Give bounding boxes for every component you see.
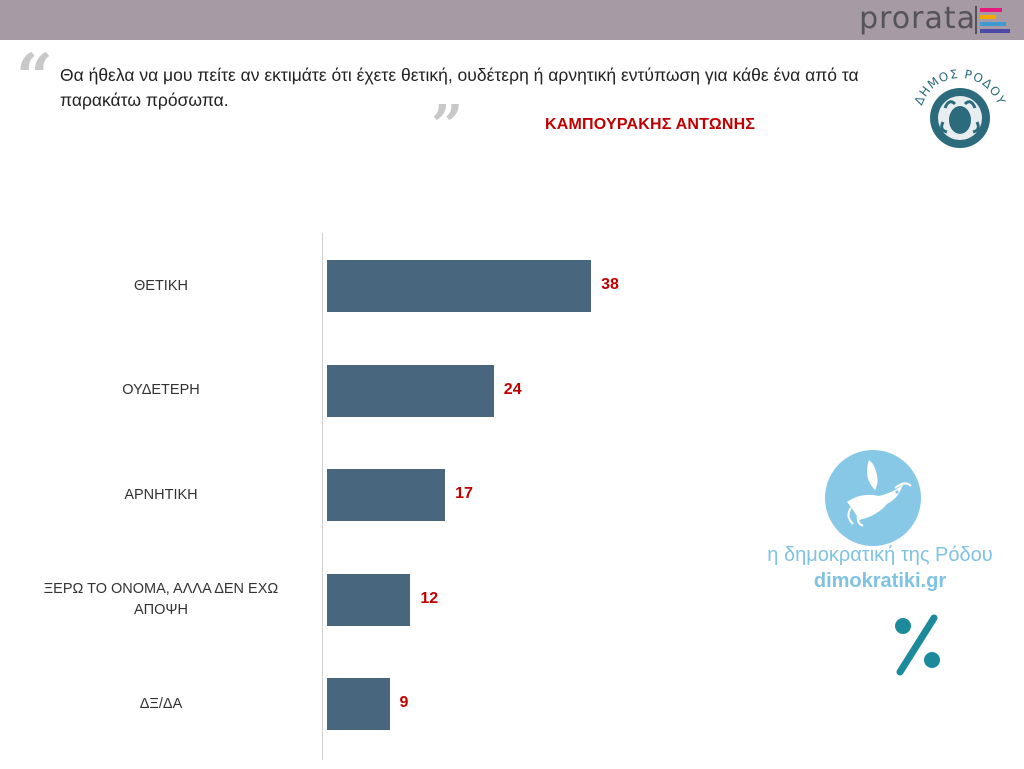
dove-logo (825, 450, 921, 546)
brand-mark-icon (980, 8, 1010, 33)
bar (327, 260, 592, 312)
header-bar: prorata (0, 0, 1024, 40)
watermark-name: η δημοκρατική της Ρόδου (767, 544, 993, 566)
dove-icon (847, 460, 912, 527)
percent-icon (895, 614, 940, 676)
municipality-seal-logo: ΔΗΜΟΣ ΡΟΔΟΥ (912, 67, 1007, 148)
category-label: ΔΞ/ΔΑ (139, 695, 183, 712)
brand-divider (975, 6, 977, 34)
value-label: 12 (420, 589, 439, 607)
value-label: 38 (601, 276, 619, 293)
question-text: Θα ήθελα να μου πείτε αν εκτιμάτε ότι έχ… (60, 65, 859, 110)
category-label: ΞΕΡΩ ΤΟ ΟΝΟΜΑ, ΑΛΛΑ ΔΕΝ ΕΧΩ ΑΠΟΨΗ (43, 580, 279, 618)
category-axis-line (322, 233, 323, 760)
open-quote-icon: “ (16, 40, 53, 115)
category-label: ΑΡΝΗΤΙΚΗ (124, 486, 198, 503)
category-label: ΘΕΤΙΚΗ (134, 277, 188, 294)
subject-name: ΚΑΜΠΟΥΡΑΚΗΣ ΑΝΤΩΝΗΣ (545, 116, 756, 133)
close-quote-icon: ” (431, 93, 464, 159)
value-label: 24 (503, 380, 522, 398)
bar (327, 678, 390, 730)
value-label: 9 (399, 694, 409, 711)
watermark-site: dimokratiki.gr (813, 570, 947, 592)
bar (327, 573, 411, 626)
bar (327, 364, 494, 417)
value-label: 17 (455, 485, 473, 502)
category-label: ΟΥΔΕΤΕΡΗ (122, 382, 200, 398)
bar (327, 469, 446, 521)
brand-logo-text: prorata (859, 1, 976, 36)
